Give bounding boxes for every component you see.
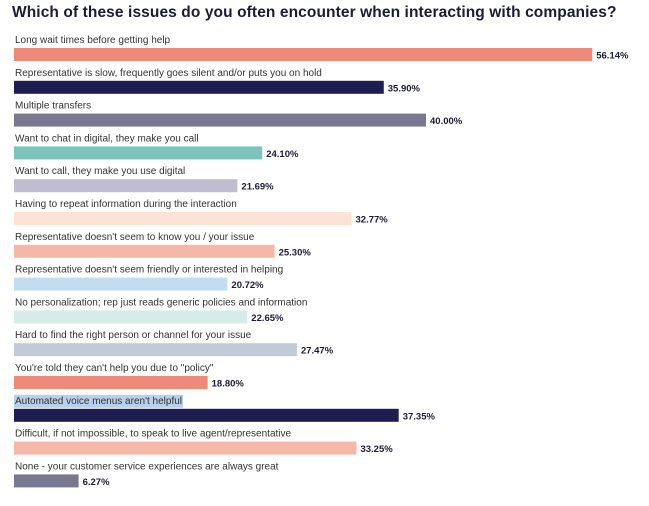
category-label: Want to call, they make you use digital [15,166,185,177]
value-label: 6.27% [83,477,110,488]
label-selection-highlight [14,394,184,408]
category-label: Multiple transfers [15,101,91,112]
value-label: 18.80% [212,379,245,390]
category-label: Want to chat in digital, they make you c… [15,133,199,144]
bar [14,179,238,193]
value-label: 35.90% [388,83,421,94]
bar [14,310,248,324]
bar [14,474,79,488]
value-label: 27.47% [301,346,334,357]
category-label: Automated voice menus aren't helpful [15,396,182,407]
bar [14,343,297,357]
value-label: 32.77% [356,215,389,226]
category-label: Long wait times before getting help [15,35,171,46]
value-label: 25.30% [279,247,312,258]
value-label: 22.65% [251,313,284,324]
category-label: None - your customer service experiences… [15,461,279,472]
value-label: 37.35% [403,411,436,422]
bar [14,48,593,61]
category-label: Representative doesn't seem friendly or … [15,265,283,276]
value-label: 56.14% [596,51,629,62]
value-label: 24.10% [266,149,299,160]
bar [14,212,352,225]
bar [14,376,208,389]
category-label: You're told they can't help you due to "… [15,363,214,374]
bar [14,441,357,455]
value-label: 20.72% [231,280,264,291]
category-label: Representative doesn't seem to know you … [15,232,255,243]
category-label: No personalization; rep just reads gener… [15,297,307,308]
bar [14,244,275,258]
category-label: Having to repeat information during the … [15,199,237,210]
chart-title: Which of these issues do you often encou… [12,4,617,21]
value-label: 33.25% [360,444,393,455]
category-label: Representative is slow, frequently goes … [15,68,322,79]
bar [14,113,426,127]
category-label: Difficult, if not impossible, to speak t… [15,429,292,440]
bar [14,80,384,94]
bar [14,277,228,291]
value-label: 21.69% [241,182,274,193]
bar [14,408,399,422]
bar [14,146,263,160]
value-label: 40.00% [430,116,463,127]
category-label: Hard to find the right person or channel… [15,330,252,341]
